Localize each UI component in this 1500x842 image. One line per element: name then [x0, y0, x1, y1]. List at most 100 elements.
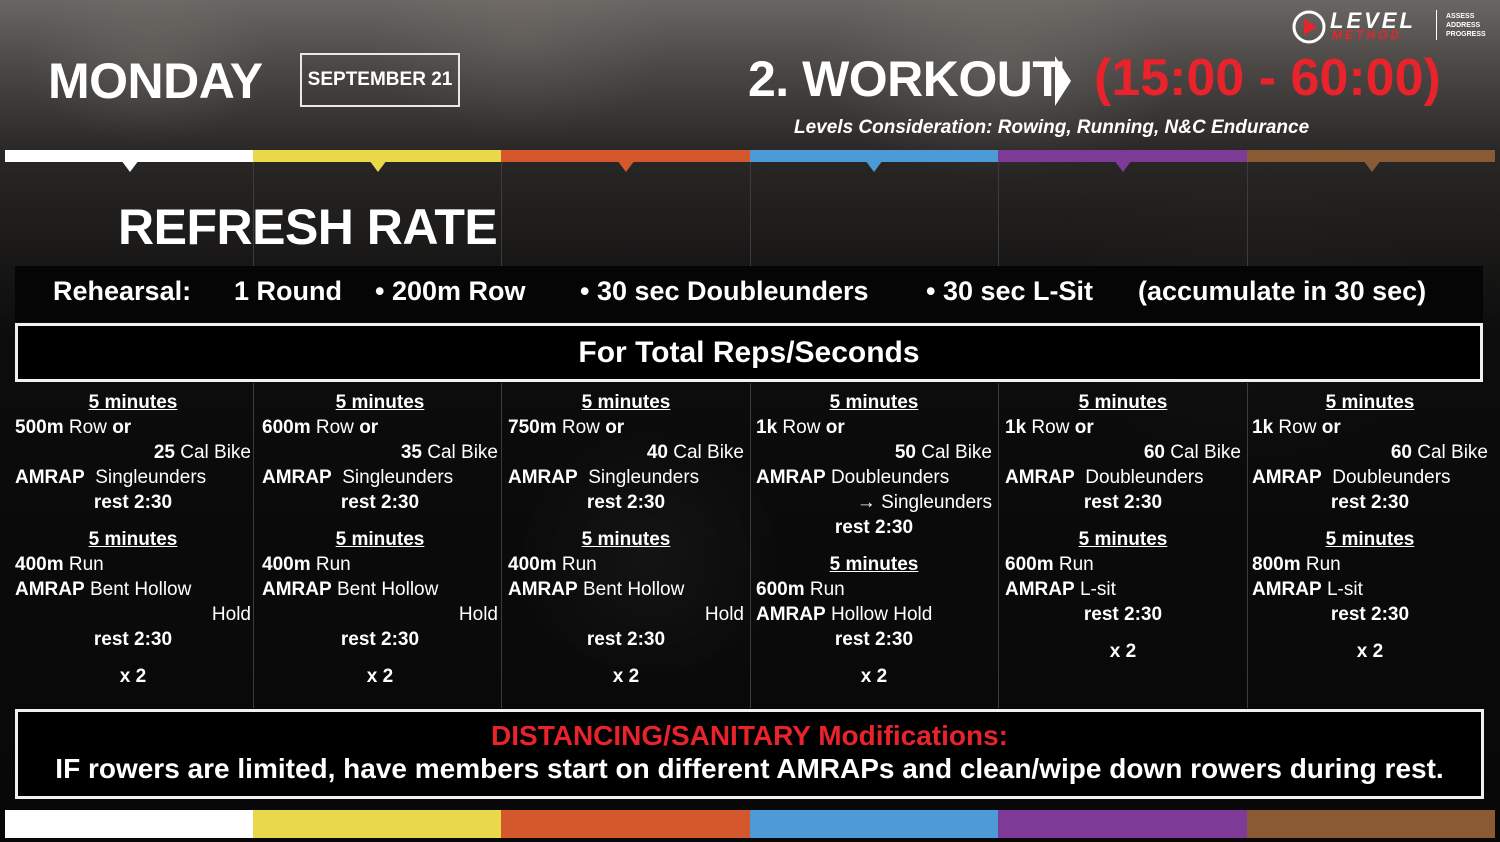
block-b-heading: 5 minutes	[829, 554, 919, 575]
block-a-heading: 5 minutes	[88, 392, 178, 413]
level-notch	[1363, 160, 1381, 172]
row-line: 1k Row or	[756, 417, 845, 438]
bike-line: 60 Cal Bike	[1143, 442, 1241, 463]
workout-name: REFRESH RATE	[118, 199, 498, 255]
rest-line: rest 2:30	[340, 492, 420, 513]
rounds-multiplier: x 2	[1109, 641, 1137, 662]
run-line: 800m Run	[1252, 554, 1341, 575]
block-a-heading: 5 minutes	[1325, 392, 1415, 413]
level-band-blue	[750, 810, 998, 838]
distancing-body: IF rowers are limited, have members star…	[55, 753, 1444, 784]
level-band-purple	[998, 150, 1247, 162]
rest-line: rest 2:30	[340, 629, 420, 650]
level-band-orange	[501, 810, 750, 838]
level-notch	[121, 160, 139, 172]
bike-line: 40 Cal Bike	[646, 442, 744, 463]
level-band-yellow	[253, 150, 501, 162]
rehearsal-bar	[15, 266, 1483, 322]
block-b-heading: 5 minutes	[88, 529, 178, 550]
level-band-brown	[1247, 150, 1495, 162]
rest-line: rest 2:30	[93, 492, 173, 513]
amrap-extra: → Singleunders	[856, 492, 992, 513]
row-line: 500m Row or	[15, 417, 132, 438]
rest-line: rest 2:30	[1330, 604, 1410, 625]
amrap-line: AMRAP Bent Hollow	[508, 579, 685, 600]
level-band-orange	[501, 150, 750, 162]
level-column: 5 minutes 750m Row or 40 Cal Bike AMRAP Sin…	[508, 390, 744, 689]
rehearsal-round: 1 Round	[234, 276, 342, 306]
rounds-multiplier: x 2	[612, 666, 640, 687]
level-column: 5 minutes 500m Row or 25 Cal Bike AMRAP Sin…	[15, 390, 251, 689]
block-b-heading: 5 minutes	[335, 529, 425, 550]
chevron-right-icon	[1055, 56, 1071, 106]
block-a-heading: 5 minutes	[829, 392, 919, 413]
amrap-line: AMRAP Singleunders	[262, 467, 454, 488]
logo-mark-icon	[1292, 10, 1326, 44]
run-line: 600m Run	[756, 579, 845, 600]
level-notch	[865, 160, 883, 172]
day-title: MONDAY	[48, 53, 263, 109]
level-band-white	[5, 810, 253, 838]
distancing-box: DISTANCING/SANITARY Modifications: IF ro…	[15, 709, 1484, 799]
row-line: 750m Row or	[508, 417, 625, 438]
rehearsal-note: (accumulate in 30 sec)	[1138, 276, 1427, 306]
rounds-multiplier: x 2	[119, 666, 147, 687]
rounds-multiplier: x 2	[366, 666, 394, 687]
level-notch	[617, 160, 635, 172]
workout-time-range: (15:00 - 60:00)	[1094, 49, 1441, 107]
logo-brand: LEVEL	[1330, 8, 1416, 33]
amrap-line: AMRAP Doubleunders	[1005, 467, 1204, 488]
amrap-line: AMRAP Doubleunders	[756, 467, 950, 488]
bike-line: 50 Cal Bike	[894, 442, 992, 463]
level-band-purple	[998, 810, 1247, 838]
level-band-brown	[1247, 810, 1495, 838]
logo-tag-address: ADDRESS	[1446, 22, 1481, 29]
rest-line: rest 2:30	[586, 629, 666, 650]
rest-line: rest 2:30	[586, 492, 666, 513]
level-column: 5 minutes 1k Row or 60 Cal Bike AMRAP Doubl…	[1005, 390, 1241, 664]
amrap-line: AMRAP Hollow Hold	[756, 604, 933, 625]
date-badge: SEPTEMBER 21	[300, 53, 460, 107]
amrap-line: AMRAP Bent Hollow	[15, 579, 192, 600]
level-method-logo: LEVEL METHOD ASSESS ADDRESS PROGRESS	[1292, 8, 1492, 46]
logo-sub: METHOD	[1332, 28, 1402, 42]
run-line: 400m Run	[15, 554, 104, 575]
level-band-white	[5, 150, 253, 162]
amrap-line: AMRAP L-sit	[1005, 579, 1116, 600]
bike-line: 35 Cal Bike	[400, 442, 498, 463]
block-b-heading: 5 minutes	[1325, 529, 1415, 550]
level-column: 5 minutes 1k Row or 50 Cal Bike AMRAP Doubl…	[756, 390, 992, 689]
rest-line: rest 2:30	[834, 517, 914, 538]
rest-line: rest 2:30	[834, 629, 914, 650]
amrap-hold: Hold	[704, 604, 744, 625]
rounds-multiplier: x 2	[860, 666, 888, 687]
bike-line: 60 Cal Bike	[1390, 442, 1488, 463]
level-notch	[1114, 160, 1132, 172]
amrap-line: AMRAP L-sit	[1252, 579, 1363, 600]
rest-line: rest 2:30	[1083, 604, 1163, 625]
run-line: 400m Run	[262, 554, 351, 575]
rest-line: rest 2:30	[1330, 492, 1410, 513]
block-a-heading: 5 minutes	[1078, 392, 1168, 413]
amrap-hold: Hold	[458, 604, 498, 625]
rounds-multiplier: x 2	[1356, 641, 1384, 662]
amrap-line: AMRAP Singleunders	[15, 467, 207, 488]
rest-line: rest 2:30	[1083, 492, 1163, 513]
level-band-blue	[750, 150, 998, 162]
amrap-line: AMRAP Singleunders	[508, 467, 700, 488]
levels-consideration: Levels Consideration: Rowing, Running, N…	[794, 117, 1310, 138]
amrap-line: AMRAP Doubleunders	[1252, 467, 1451, 488]
bike-line: 25 Cal Bike	[153, 442, 251, 463]
block-b-heading: 5 minutes	[1078, 529, 1168, 550]
run-line: 600m Run	[1005, 554, 1094, 575]
workout-title: 2. WORKOUT	[748, 51, 1063, 107]
row-line: 600m Row or	[262, 417, 379, 438]
level-notch	[369, 160, 387, 172]
rehearsal-item-row: • 200m Row	[375, 276, 526, 306]
amrap-hold: Hold	[211, 604, 251, 625]
level-column: 5 minutes 1k Row or 60 Cal Bike AMRAP Doubl…	[1252, 390, 1488, 664]
rehearsal-label: Rehearsal:	[53, 276, 192, 306]
block-b-heading: 5 minutes	[581, 529, 671, 550]
block-a-heading: 5 minutes	[335, 392, 425, 413]
